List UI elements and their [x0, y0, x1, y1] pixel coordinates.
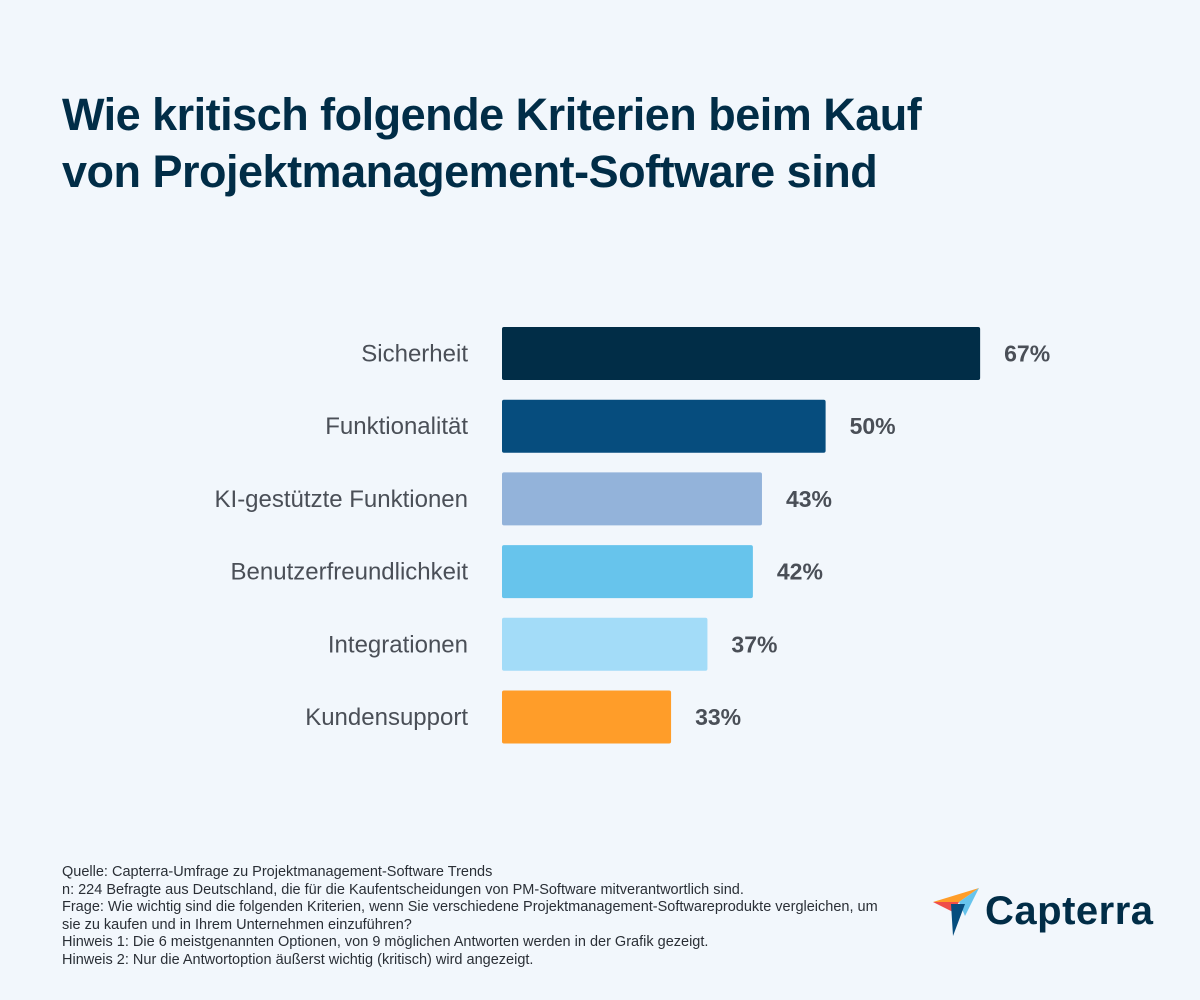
value-label: 42%: [777, 559, 823, 585]
footnotes: Quelle: Capterra-Umfrage zu Projektmanag…: [62, 864, 882, 969]
value-label: 43%: [786, 486, 832, 512]
chart-title: Wie kritisch folgende Kriterien beim Kau…: [62, 86, 1142, 200]
category-label: Benutzerfreundlichkeit: [231, 559, 469, 586]
footnote-question: Frage: Wie wichtig sind die folgenden Kr…: [62, 899, 878, 933]
footnote-sample: n: 224 Befragte aus Deutschland, die für…: [62, 881, 744, 898]
title-line-2: von Projektmanagement-Software sind: [62, 146, 878, 197]
value-label: 50%: [850, 413, 896, 439]
bar: [502, 472, 762, 526]
footnote-source: Quelle: Capterra-Umfrage zu Projektmanag…: [62, 864, 493, 880]
category-label: Funktionalität: [325, 413, 468, 440]
category-label: Integrationen: [328, 631, 468, 658]
bar: [502, 399, 826, 453]
footnote-note-2: Hinweis 2: Nur die Antwortoption äußerst…: [62, 951, 534, 968]
category-label: Kundensupport: [305, 704, 468, 731]
category-label: KI-gestützte Funktionen: [215, 486, 468, 513]
logo-text: Capterra: [985, 888, 1154, 933]
value-label: 33%: [695, 704, 741, 730]
title-line-1: Wie kritisch folgende Kriterien beim Kau…: [62, 89, 922, 140]
category-label: Sicherheit: [361, 341, 468, 368]
capterra-logo: Capterra: [933, 886, 1154, 936]
bar-chart: Sicherheit 67% Funktionalität 50% KI-gestütz…: [215, 327, 1050, 744]
value-label: 67%: [1004, 341, 1050, 367]
bar: [502, 617, 708, 671]
bar: [502, 545, 753, 599]
bar: [502, 327, 981, 380]
bar: [502, 690, 672, 744]
capterra-arrow-icon: [933, 888, 979, 936]
footnote-note-1: Hinweis 1: Die 6 meistgenannten Optionen…: [62, 934, 709, 950]
value-label: 37%: [731, 631, 777, 657]
